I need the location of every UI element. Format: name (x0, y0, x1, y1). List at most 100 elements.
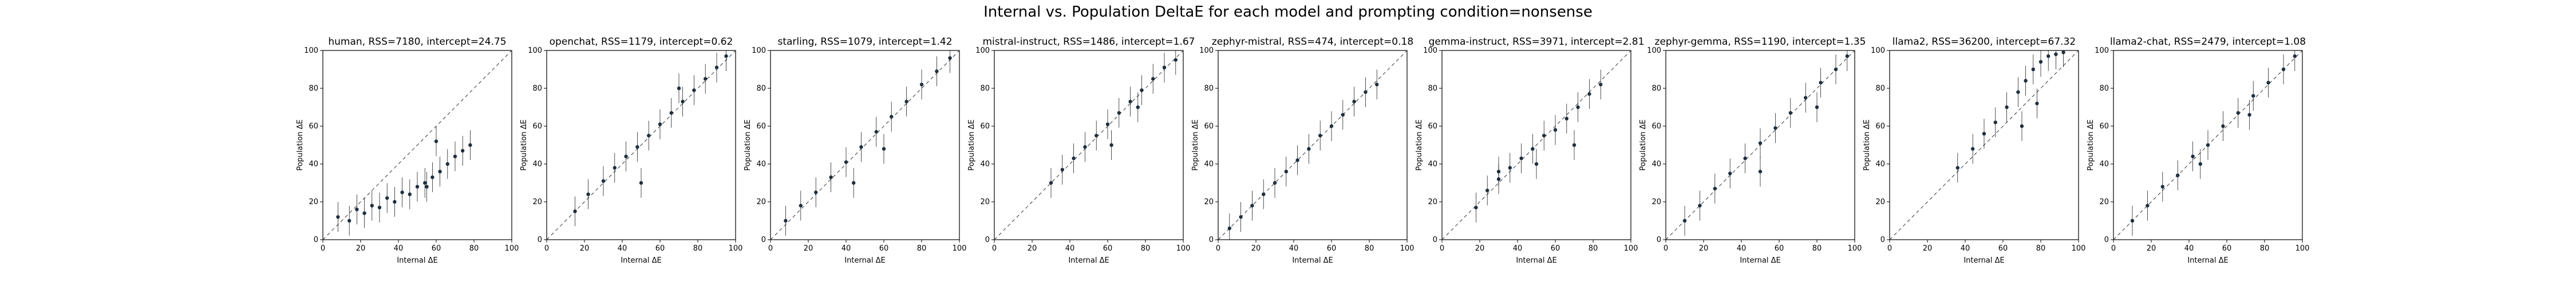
x-tick-label: 60 (2222, 244, 2232, 253)
data-point (415, 185, 420, 189)
y-tick-label: 40 (309, 160, 318, 169)
data-point (2024, 79, 2028, 83)
data-point (1542, 134, 1546, 138)
data-point (1140, 88, 1144, 92)
data-point (2236, 111, 2240, 115)
data-point (355, 208, 359, 212)
data-point (1758, 170, 1763, 174)
y-tick-label: 20 (532, 198, 542, 206)
panel-title: llama2-chat, RSS=2479, intercept=1.08 (2110, 36, 2306, 48)
x-tick-label: 100 (2296, 244, 2310, 253)
data-point (2247, 113, 2251, 117)
x-tick-label: 80 (2036, 244, 2046, 253)
panel-title: gemma-instruct, RSS=3971, intercept=2.81 (1429, 36, 1645, 48)
y-tick-label: 40 (2099, 160, 2109, 169)
data-point (613, 166, 617, 170)
y-tick-label: 40 (1204, 160, 1214, 169)
x-tick-label: 40 (841, 244, 851, 253)
x-axis-label: Internal ΔE (1068, 256, 1109, 265)
data-point (1307, 147, 1311, 151)
data-point (1819, 80, 1823, 85)
data-point (2038, 60, 2043, 64)
data-point (784, 218, 788, 223)
data-point (624, 154, 628, 158)
x-axis-label: Internal ΔE (1292, 256, 1333, 265)
data-point (434, 139, 438, 143)
x-tick-label: 40 (1737, 244, 1747, 253)
data-point (1095, 134, 1099, 138)
panel-title: human, RSS=7180, intercept=24.75 (328, 36, 506, 48)
y-tick-label: 0 (1433, 236, 1437, 244)
data-point (586, 192, 590, 196)
data-point (844, 160, 848, 164)
data-point (814, 190, 818, 194)
data-point (393, 200, 397, 204)
data-point (935, 69, 939, 73)
y-tick-label: 80 (1652, 84, 1661, 93)
data-point (1587, 92, 1591, 96)
data-point (1329, 124, 1334, 128)
data-point (799, 204, 803, 208)
data-point (1273, 181, 1277, 185)
data-point (1227, 226, 1231, 231)
data-point (2206, 143, 2210, 147)
x-tick-label: 80 (469, 244, 479, 253)
figure-title: Internal vs. Population DeltaE for each … (983, 3, 1593, 21)
data-point (1485, 189, 1490, 193)
data-point (2266, 80, 2270, 85)
data-point (445, 162, 449, 166)
data-point (2005, 105, 2009, 110)
chart-panel-6: 0 20 40 60 80 100020406080100gemma-instruct, … (1415, 36, 1644, 265)
data-point (2160, 185, 2164, 189)
x-tick-label: 60 (1327, 244, 1337, 253)
y-axis-label: Population ΔE (967, 119, 976, 171)
x-tick-label: 60 (1775, 244, 1784, 253)
y-tick-label: 80 (309, 84, 318, 93)
data-point (1564, 116, 1568, 120)
data-point (724, 54, 728, 58)
data-point (400, 190, 404, 194)
x-tick-label: 100 (1624, 244, 1638, 253)
y-tick-label: 0 (985, 236, 990, 244)
x-tick-label: 60 (655, 244, 665, 253)
data-point (1713, 186, 1717, 191)
y-axis-label: Population ΔE (2087, 119, 2095, 171)
data-point (681, 99, 685, 104)
y-tick-label: 100 (1199, 46, 1214, 55)
data-point (1250, 204, 1254, 208)
data-point (1834, 67, 1838, 72)
data-point (1572, 143, 1577, 147)
data-point (601, 179, 606, 183)
y-tick-label: 60 (532, 122, 542, 131)
x-tick-label: 80 (2260, 244, 2270, 253)
data-point (658, 122, 662, 126)
x-axis-label: Internal ΔE (1516, 256, 1556, 265)
y-tick-label: 80 (756, 84, 766, 93)
x-tick-label: 60 (1103, 244, 1113, 253)
y-tick-label: 20 (1875, 198, 1885, 206)
x-tick-label: 20 (356, 244, 366, 253)
chart-panel-5: 0 20 40 60 80 100020406080100zephyr-mistral, … (1191, 36, 1414, 265)
panel-title: starling, RSS=1079, intercept=1.42 (777, 36, 952, 48)
data-point (1295, 158, 1299, 162)
x-tick-label: 40 (2184, 244, 2194, 253)
x-tick-label: 0 (1216, 244, 1220, 253)
data-point (2146, 204, 2150, 208)
data-point (1955, 166, 1959, 170)
reference-line (770, 50, 960, 240)
y-tick-label: 100 (975, 46, 990, 55)
data-point (1117, 111, 1121, 115)
y-tick-label: 60 (309, 122, 318, 131)
x-axis-label: Internal ΔE (2187, 256, 2228, 265)
x-tick-label: 0 (992, 244, 997, 253)
y-tick-label: 20 (756, 198, 766, 206)
data-point (1083, 145, 1087, 149)
data-point (1060, 167, 1065, 172)
x-tick-label: 60 (1551, 244, 1560, 253)
x-tick-label: 0 (1664, 244, 1668, 253)
data-point (2061, 50, 2065, 54)
y-tick-label: 20 (309, 198, 318, 206)
y-tick-label: 0 (538, 236, 542, 244)
